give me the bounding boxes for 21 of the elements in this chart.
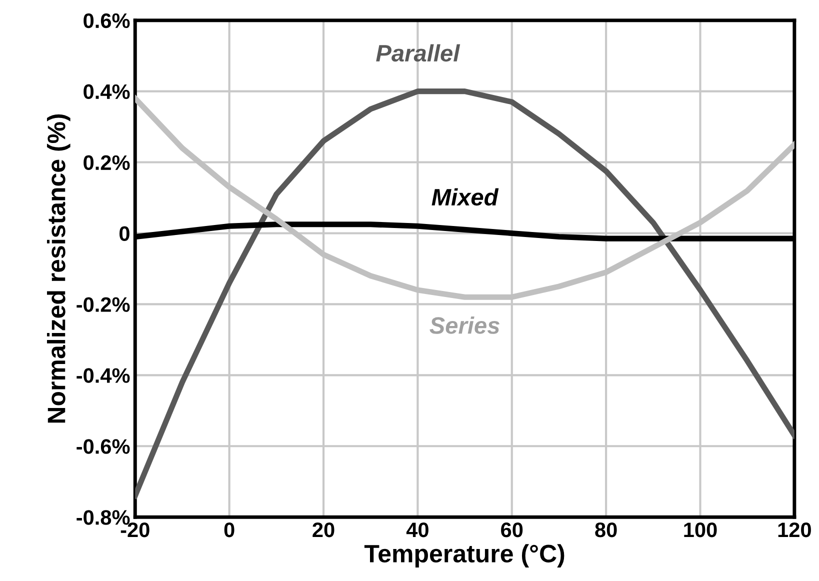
x-tick-label: 60 bbox=[501, 522, 523, 538]
x-tick-label: 0 bbox=[224, 522, 234, 538]
series-label: Series bbox=[430, 316, 500, 334]
x-tick-label: 40 bbox=[406, 522, 428, 538]
x-tick-label: 20 bbox=[312, 522, 334, 538]
y-axis-title: Normalized resistance (%) bbox=[46, 114, 70, 423]
y-tick-label: 0.4% bbox=[84, 84, 130, 100]
y-tick-label: 0.6% bbox=[84, 13, 130, 28]
x-tick-label: 80 bbox=[595, 522, 617, 538]
y-tick-label: -0.2% bbox=[76, 297, 130, 312]
x-tick-label: -20 bbox=[120, 522, 150, 538]
y-tick-label: -0.6% bbox=[76, 439, 130, 454]
x-axis-title: Temperature (°C) bbox=[364, 544, 564, 568]
series-label: Parallel bbox=[376, 44, 460, 62]
y-tick-label: 0.2% bbox=[84, 155, 130, 170]
x-tick-label: 100 bbox=[684, 522, 717, 538]
y-tick-label: -0.4% bbox=[76, 368, 130, 383]
y-tick-label: -0.8% bbox=[76, 510, 130, 525]
x-tick-label: 120 bbox=[778, 522, 811, 538]
y-tick-label: 0 bbox=[120, 226, 130, 241]
series-label: Mixed bbox=[432, 188, 499, 206]
